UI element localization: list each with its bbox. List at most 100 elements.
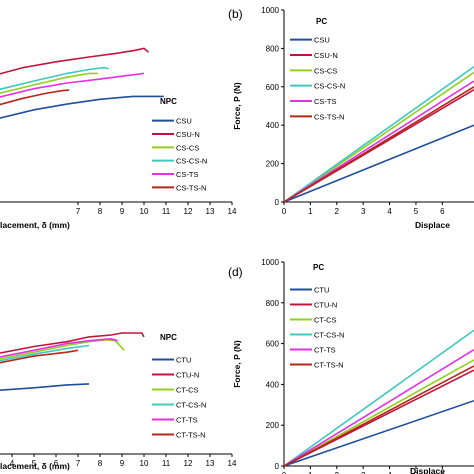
- legend-title: PC: [313, 263, 324, 272]
- x-tick-label: 12: [184, 459, 193, 468]
- x-tick-label: 6: [54, 459, 59, 468]
- x-tick-label: 3: [361, 471, 366, 474]
- y-tick-label: 200: [266, 160, 280, 169]
- legend: PC CTU CTU-N CT-CS CT-CS-N CT-TS CT-TS-N: [286, 263, 356, 372]
- x-tick-label: 1: [308, 471, 313, 474]
- x-tick-label: 9: [120, 207, 125, 216]
- y-tick-label: 800: [266, 299, 280, 308]
- x-tick-label: 13: [206, 207, 215, 216]
- series-line-ct-cs-n: [284, 329, 474, 466]
- series-line-csu: [0, 95, 164, 119]
- legend-label: CS-TS: [176, 170, 199, 179]
- x-axis-label: lacement, δ (mm): [0, 220, 70, 230]
- x-tick-label: 2: [335, 471, 340, 474]
- legend-title: NPC: [160, 97, 177, 106]
- series-line-ct-ts-n: [0, 349, 79, 364]
- y-tick-label: 400: [266, 380, 280, 389]
- legend-label: CSU-N: [314, 51, 338, 60]
- y-tick-label: 600: [266, 83, 280, 92]
- legend-label: CS-CS: [176, 143, 199, 152]
- x-tick-label: 13: [206, 459, 215, 468]
- series-line-cs-ts-n: [0, 89, 70, 106]
- legend: NPC CTU CTU-N CT-CS CT-CS-N CT-TS CT-TS-N: [148, 333, 218, 442]
- x-tick-label: 5: [32, 459, 37, 468]
- x-tick-label: 7: [76, 459, 81, 468]
- legend-box: [286, 32, 356, 124]
- series-line-ct-cs-n: [0, 344, 90, 362]
- legend-label: CT-TS-N: [176, 431, 206, 440]
- x-axis-label: Displace: [415, 220, 450, 230]
- x-tick-label: 8: [98, 459, 103, 468]
- y-axis-label: Force, P (N): [232, 82, 242, 130]
- x-tick-label: 14: [228, 459, 237, 468]
- x-tick-label: 12: [184, 207, 193, 216]
- axes: 4 5 6 7 8 9 10 11 12 13 14 lacement, δ (mm): [0, 453, 237, 471]
- x-tick-label: 5: [414, 207, 419, 216]
- legend-box: [148, 352, 218, 442]
- series-line-ctu: [284, 399, 474, 466]
- axes: 0 1 2 3 4 5 6 0 200 400 600 800 1000 Displace Force, P…: [232, 258, 474, 474]
- legend-label: CS-CS: [314, 66, 337, 75]
- series-group: [0, 47, 164, 119]
- panel-label: (b): [228, 7, 243, 21]
- panel-label: (d): [228, 265, 243, 279]
- y-tick-label: 1000: [261, 258, 279, 267]
- x-tick-label: 1: [308, 207, 313, 216]
- y-tick-label: 0: [275, 462, 280, 471]
- legend-label: CSU: [176, 117, 192, 126]
- legend-title: NPC: [160, 333, 177, 342]
- x-tick-label: 11: [162, 207, 171, 216]
- axes: 7 8 9 10 11 12 13 14 lacement, δ (mm): [0, 201, 237, 230]
- y-tick-label: 800: [266, 44, 280, 53]
- legend-label: CT-TS-N: [314, 361, 344, 370]
- series-group: [284, 65, 474, 202]
- series-line-cs-ts-n: [284, 86, 474, 202]
- panel-c: 4 5 6 7 8 9 10 11 12 13 14 lacement, δ (mm) NPC CTU CT…: [0, 332, 237, 471]
- legend: NPC CSU CSU-N CS-CS CS-CS-N CS-TS CS-TS-N: [148, 97, 218, 194]
- x-tick-label: 7: [76, 207, 81, 216]
- x-tick-label: 4: [387, 207, 392, 216]
- x-tick-label: 0: [282, 471, 287, 474]
- x-tick-label: 2: [335, 207, 340, 216]
- legend-label: CS-TS-N: [176, 183, 206, 192]
- series-line-ct-ts-n: [284, 365, 474, 466]
- legend-box: [148, 114, 218, 194]
- x-tick-label: 5: [414, 471, 419, 474]
- legend-label: CSU-N: [176, 130, 200, 139]
- x-tick-label: 6: [440, 471, 445, 474]
- legend-label: CTU-N: [314, 301, 337, 310]
- series-line-ctu: [0, 383, 90, 392]
- series-line-cs-ts: [284, 80, 474, 202]
- legend-label: CSU: [314, 36, 330, 45]
- x-axis-label: Displace: [410, 466, 445, 474]
- y-tick-label: 1000: [261, 6, 279, 15]
- legend-label: CT-CS-N: [176, 401, 206, 410]
- series-line-cs-cs-n: [284, 65, 474, 202]
- legend: PC CSU CSU-N CS-CS CS-CS-N CS-TS CS-TS-N: [286, 17, 356, 124]
- legend-label: CS-CS-N: [314, 82, 345, 91]
- x-tick-label: 10: [140, 207, 149, 216]
- panel-a: 7 8 9 10 11 12 13 14 lacement, δ (mm) NPC CSU CSU-N…: [0, 47, 237, 230]
- panel-b: 0 1 2 3 4 5 6 0 200 400 600 800 1000 Displace Force, P…: [228, 6, 474, 230]
- legend-label: CT-CS: [314, 316, 337, 325]
- series-line-ct-ts: [284, 349, 474, 466]
- legend-label: CT-TS: [314, 346, 336, 355]
- y-tick-label: 400: [266, 121, 280, 130]
- x-tick-label: 3: [361, 207, 366, 216]
- x-tick-label: 8: [98, 207, 103, 216]
- legend-label: CT-CS-N: [314, 331, 344, 340]
- legend-label: CS-TS: [314, 97, 337, 106]
- series-line-csu: [284, 124, 474, 202]
- x-tick-label: 14: [228, 207, 237, 216]
- series-line-csu-n: [0, 47, 149, 75]
- y-axis-label: Force, P (N): [232, 340, 242, 388]
- series-group: [0, 332, 145, 392]
- series-line-ct-ts: [0, 337, 118, 358]
- axes: 0 1 2 3 4 5 6 0 200 400 600 800 1000 Displace Force, P…: [232, 6, 474, 230]
- x-tick-label: 4: [10, 459, 15, 468]
- legend-label: CS-CS-N: [176, 157, 207, 166]
- series-group: [284, 329, 474, 466]
- legend-label: CS-TS-N: [314, 112, 344, 121]
- x-tick-label: 10: [140, 459, 149, 468]
